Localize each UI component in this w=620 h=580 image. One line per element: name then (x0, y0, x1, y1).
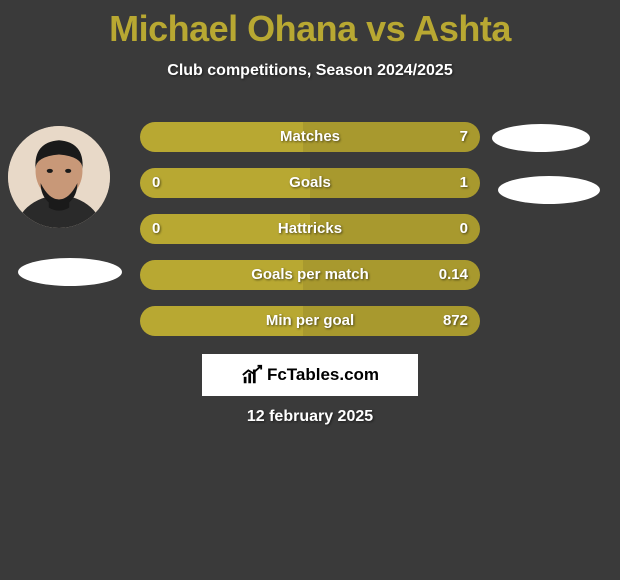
logo-text: FcTables.com (267, 365, 379, 385)
stat-value-right: 0.14 (439, 260, 468, 290)
player-avatar-left (8, 126, 110, 228)
stat-label: Hattricks (140, 214, 480, 244)
player-name-blob-left (18, 258, 122, 286)
stats-list: Matches70Goals10Hattricks0Goals per matc… (140, 122, 480, 352)
stat-value-right: 872 (443, 306, 468, 336)
stat-label: Min per goal (140, 306, 480, 336)
stat-label: Matches (140, 122, 480, 152)
stat-row: 0Hattricks0 (140, 214, 480, 244)
stat-value-right: 7 (460, 122, 468, 152)
stat-row: 0Goals1 (140, 168, 480, 198)
date-label: 12 february 2025 (0, 408, 620, 426)
stat-label: Goals per match (140, 260, 480, 290)
stat-value-right: 1 (460, 168, 468, 198)
stat-row: Matches7 (140, 122, 480, 152)
stat-value-right: 0 (460, 214, 468, 244)
player-avatar-blob-right (492, 124, 590, 152)
player-name-blob-right (498, 176, 600, 204)
page-title: Michael Ohana vs Ashta (0, 0, 620, 50)
fctables-logo: FcTables.com (202, 354, 418, 396)
subtitle: Club competitions, Season 2024/2025 (0, 62, 620, 80)
stat-row: Min per goal872 (140, 306, 480, 336)
chart-icon (241, 364, 263, 386)
stat-label: Goals (140, 168, 480, 198)
stat-row: Goals per match0.14 (140, 260, 480, 290)
